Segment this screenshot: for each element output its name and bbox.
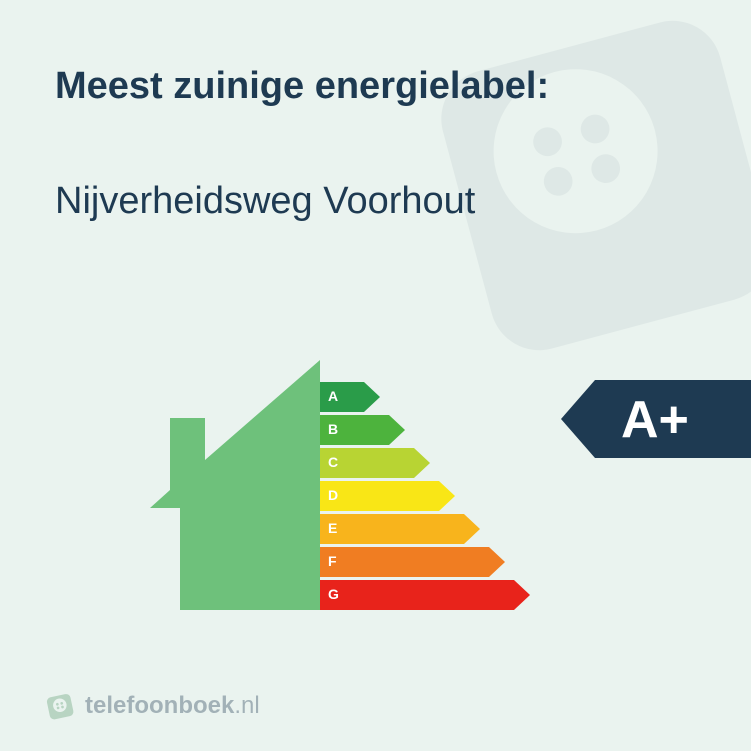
energy-bars: A B C D E F G	[320, 382, 530, 613]
energy-bar-b: B	[320, 415, 530, 445]
footer-logo: telefoonboek.nl	[45, 691, 260, 721]
rating-badge: A+	[561, 380, 751, 458]
rating-text: A+	[621, 390, 689, 450]
energy-bar-label: E	[328, 520, 337, 536]
energy-bar-c: C	[320, 448, 530, 478]
energy-bar-label: G	[328, 586, 339, 602]
energy-bar-e: E	[320, 514, 530, 544]
energy-bar-d: D	[320, 481, 530, 511]
energy-bar-label: B	[328, 421, 338, 437]
footer-text-light: .nl	[234, 692, 259, 719]
footer-icon	[45, 691, 75, 721]
energy-bar-f: F	[320, 547, 530, 577]
footer-text-bold: telefoonboek	[85, 692, 234, 719]
energy-bar-label: C	[328, 454, 338, 470]
energy-bar-label: F	[328, 553, 337, 569]
energy-bar-g: G	[320, 580, 530, 610]
card-subtitle: Nijverheidsweg Voorhout	[55, 180, 475, 223]
footer-text: telefoonboek.nl	[85, 692, 260, 720]
house-icon	[150, 360, 320, 620]
energy-bar-label: D	[328, 487, 338, 503]
card-title: Meest zuinige energielabel:	[55, 65, 549, 108]
energy-bar-label: A	[328, 388, 338, 404]
energy-bar-a: A	[320, 382, 530, 412]
